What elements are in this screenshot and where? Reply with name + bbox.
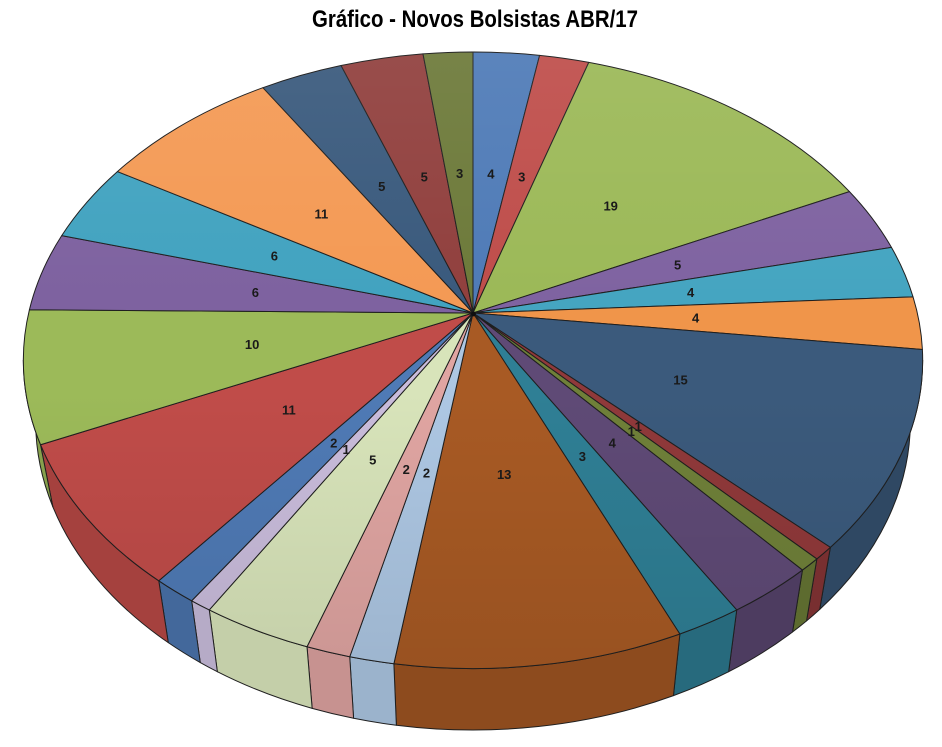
svg-text:4: 4 xyxy=(687,285,695,300)
svg-text:4: 4 xyxy=(692,311,700,326)
svg-text:13: 13 xyxy=(497,467,511,482)
svg-text:1: 1 xyxy=(628,424,635,439)
svg-text:5: 5 xyxy=(421,170,428,185)
svg-text:15: 15 xyxy=(673,373,687,388)
svg-text:6: 6 xyxy=(252,285,259,300)
svg-text:10: 10 xyxy=(245,337,259,352)
svg-text:3: 3 xyxy=(456,166,463,181)
svg-text:4: 4 xyxy=(609,436,617,451)
svg-text:19: 19 xyxy=(603,198,617,213)
svg-text:5: 5 xyxy=(378,179,385,194)
svg-text:4: 4 xyxy=(487,166,495,181)
svg-text:5: 5 xyxy=(369,453,376,468)
svg-text:11: 11 xyxy=(282,403,296,418)
svg-text:5: 5 xyxy=(674,257,681,272)
svg-text:2: 2 xyxy=(423,465,430,480)
svg-text:2: 2 xyxy=(403,462,410,477)
svg-text:Gráfico - Novos Bolsistas ABR/: Gráfico - Novos Bolsistas ABR/17 xyxy=(312,6,638,33)
svg-text:3: 3 xyxy=(579,449,586,464)
svg-text:1: 1 xyxy=(635,419,642,434)
svg-text:6: 6 xyxy=(271,249,278,264)
svg-text:3: 3 xyxy=(518,170,525,185)
svg-text:1: 1 xyxy=(342,442,349,457)
svg-text:11: 11 xyxy=(315,206,329,221)
svg-text:2: 2 xyxy=(330,436,337,451)
